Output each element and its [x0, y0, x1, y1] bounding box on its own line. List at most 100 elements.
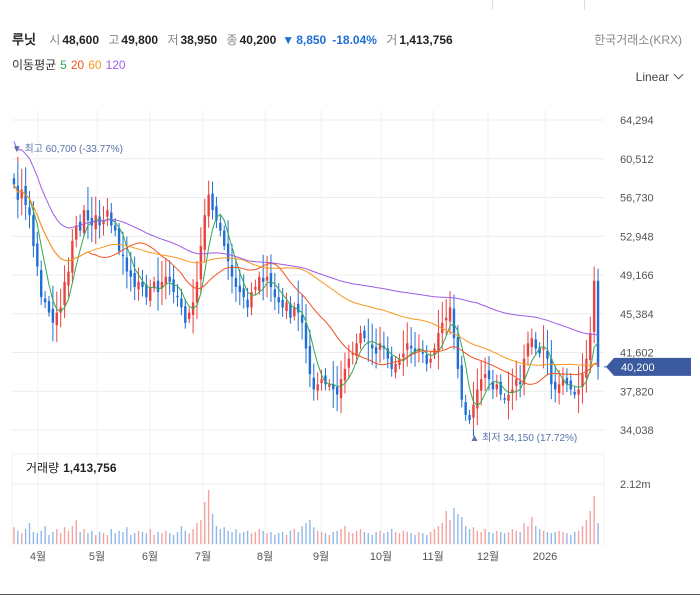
- volume-bar: [531, 517, 533, 544]
- volume-tick-label: 2.12m: [620, 479, 651, 491]
- volume-bar: [375, 532, 377, 544]
- volume-bar: [496, 530, 498, 544]
- candle-body: [113, 225, 117, 231]
- candle-body: [406, 343, 409, 350]
- volume-bar: [472, 527, 475, 544]
- volume-bar: [394, 532, 397, 544]
- candle-body: [297, 303, 300, 313]
- candle-body: [328, 384, 331, 387]
- candle-body: [324, 375, 327, 385]
- volume-bar: [192, 529, 194, 544]
- y-tick-label: 56,730: [620, 193, 654, 205]
- candle-body: [437, 333, 440, 351]
- candle-body: [499, 381, 502, 395]
- candle-body: [164, 276, 168, 285]
- moving-average-legend: 이동평균 5 20 60 120: [12, 56, 130, 73]
- volume-bar: [110, 529, 112, 544]
- volume-bar: [258, 529, 260, 544]
- candle-body: [378, 343, 382, 350]
- volume-bar: [492, 533, 494, 544]
- low-value: 38,950: [180, 33, 218, 47]
- candle-body: [464, 402, 467, 416]
- candle-body: [129, 270, 132, 277]
- volume-bar: [301, 526, 303, 544]
- candle-body: [573, 391, 576, 395]
- volume-bar: [316, 530, 319, 544]
- volume-bar: [422, 533, 424, 544]
- candle-body: [78, 221, 82, 231]
- candle-body: [476, 389, 479, 409]
- volume-bar: [200, 520, 202, 544]
- volume-bar: [535, 526, 537, 544]
- volume-bar: [383, 533, 385, 544]
- candle-body: [187, 312, 191, 320]
- candle-body: [28, 207, 31, 216]
- candle-body: [117, 228, 121, 252]
- exchange-name: 한국거래소(KRX): [594, 33, 682, 47]
- candle-body: [332, 384, 335, 390]
- candle-body: [596, 280, 600, 367]
- ma-60-line: [13, 184, 599, 366]
- volume-bar: [204, 502, 206, 544]
- candle-body: [63, 281, 66, 305]
- candle-body: [160, 281, 164, 289]
- candle-body: [246, 299, 249, 308]
- close-label: 종: [226, 33, 238, 47]
- volume-bar: [562, 532, 564, 544]
- x-axis: 4월 5월 6월 7월 8월 9월 10월 11월 12월 2026: [30, 550, 557, 563]
- volume-bar: [305, 523, 307, 544]
- candle-body: [242, 288, 245, 298]
- volume-bar: [344, 526, 346, 544]
- volume-bar: [426, 535, 428, 544]
- candle-body: [86, 210, 90, 221]
- y-tick-label: 52,948: [620, 231, 654, 243]
- low-annotation: ▲ 최저 34,150 (17.72%): [469, 432, 577, 444]
- candle-body: [102, 220, 105, 225]
- volume-bar: [235, 529, 237, 544]
- open-value: 48,600: [62, 33, 100, 47]
- candle-body: [67, 271, 70, 286]
- open-label: 시: [49, 33, 61, 47]
- candle-body: [121, 254, 125, 257]
- candle-body: [530, 338, 534, 347]
- candle-body: [281, 299, 284, 308]
- candle-body: [320, 379, 323, 384]
- volume-bar: [546, 532, 549, 544]
- candle-body: [47, 301, 51, 313]
- scale-dropdown[interactable]: Linear: [636, 69, 684, 84]
- volume-bar: [503, 533, 506, 544]
- low-label: 저: [167, 33, 179, 47]
- change-percent: -18.04%: [332, 33, 377, 47]
- toolbar-divider: [492, 0, 493, 10]
- candle-body: [250, 292, 253, 308]
- candle-body: [565, 377, 569, 385]
- volume-bar: [219, 529, 222, 544]
- volume-bar: [324, 533, 327, 544]
- price-grid: [12, 110, 604, 544]
- volume-bar: [250, 533, 253, 544]
- candle-body: [94, 215, 97, 230]
- candle-body: [472, 404, 475, 418]
- volume-bar: [188, 533, 190, 544]
- candle-body: [145, 284, 148, 298]
- candle-body: [43, 298, 47, 303]
- candles: [12, 156, 600, 437]
- candle-body: [36, 243, 39, 267]
- candle-body: [480, 379, 483, 391]
- y-tick-label: 41,602: [620, 348, 654, 360]
- candle-body: [495, 384, 499, 390]
- volume-bar: [527, 526, 529, 544]
- current-price-tag: [606, 357, 691, 376]
- volume-bar: [157, 532, 159, 544]
- x-tick-label: 12월: [477, 550, 499, 563]
- candle-body: [32, 215, 35, 246]
- volume-bar: [585, 520, 588, 544]
- ma-60: 60: [88, 58, 102, 72]
- candle-body: [156, 280, 160, 293]
- volume-bar: [40, 530, 42, 544]
- candle-body: [359, 333, 362, 344]
- candle-body: [507, 394, 510, 401]
- volume-bar: [429, 532, 432, 544]
- volume-bar: [406, 532, 408, 544]
